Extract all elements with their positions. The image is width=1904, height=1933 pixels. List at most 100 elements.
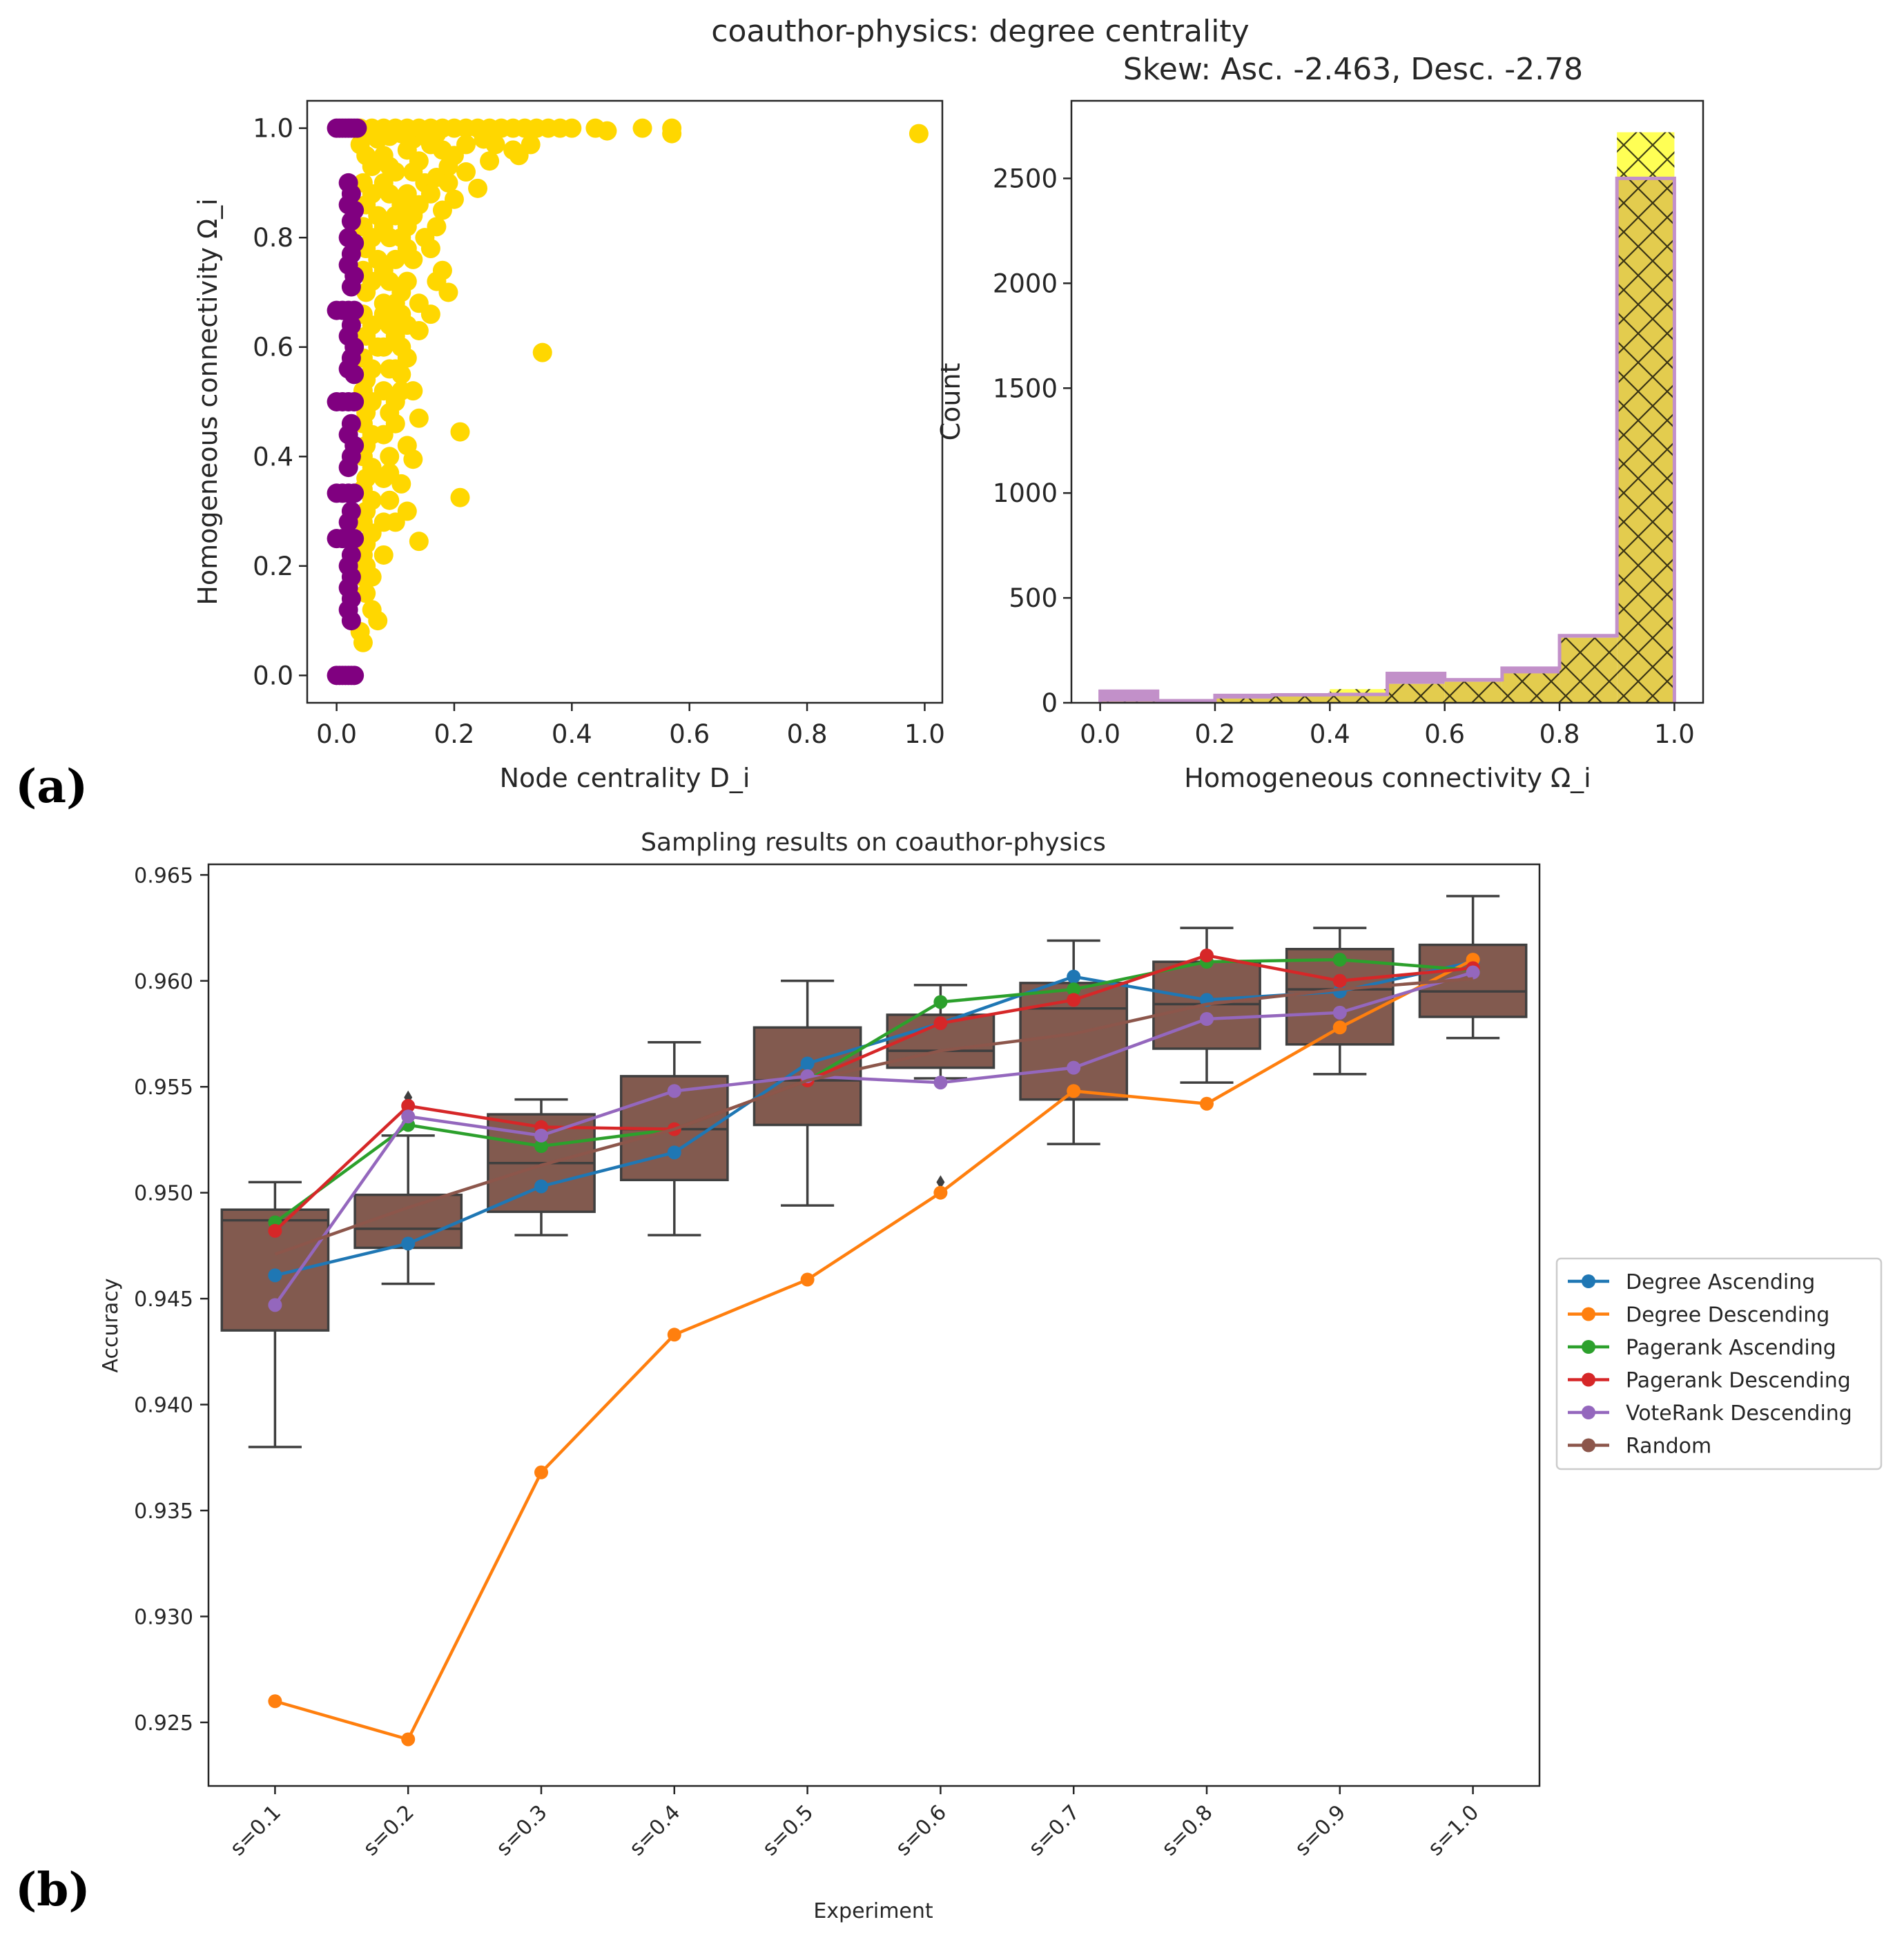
scatter-point xyxy=(338,512,358,532)
histogram-axes-frame xyxy=(1070,99,1704,704)
series-marker xyxy=(1067,1084,1081,1098)
boxline-ticks: 0.925 0.930 0.935 0.940 0.945 0.950 0.955 0.960… xyxy=(134,864,1484,1861)
scatter-point xyxy=(597,121,617,141)
scatter-point xyxy=(450,487,470,507)
series-marker xyxy=(401,1109,416,1124)
histogram-bar-excess xyxy=(1100,691,1158,702)
series-marker xyxy=(401,1098,416,1113)
histogram-bar-hatch xyxy=(1502,673,1560,703)
series-marker xyxy=(534,1179,548,1194)
scatter-xtick-label: 0.0 xyxy=(316,719,357,749)
legend: Degree Ascending Degree Descending Pageran… xyxy=(1555,1257,1883,1470)
series-marker xyxy=(667,1328,681,1342)
scatter-xlabel: Node centrality D_i xyxy=(500,763,750,793)
legend-marker xyxy=(1582,1406,1595,1419)
scatter-points xyxy=(327,118,929,686)
series-marker xyxy=(933,1185,948,1200)
scatter-point xyxy=(385,359,405,379)
histogram-bar-hatch xyxy=(1214,698,1273,703)
legend-label: Degree Descending xyxy=(1626,1303,1829,1328)
histogram-xtick-label: 0.2 xyxy=(1195,719,1236,749)
scatter-point xyxy=(409,408,429,428)
scatter-point xyxy=(450,422,470,442)
series-line xyxy=(274,977,1473,1256)
scatter-ticks: 0.0 0.2 0.4 0.6 0.8 1.0 0.0 0.2 0.4 0.6 0.8 1.0 xyxy=(253,114,945,749)
scatter-ytick-label: 0.4 xyxy=(253,442,293,472)
scatter-point xyxy=(403,449,423,469)
scatter-point xyxy=(468,178,488,198)
legend-label: Pagerank Descending xyxy=(1626,1369,1851,1393)
series-marker xyxy=(1332,1020,1347,1035)
histogram-ytick-label: 0 xyxy=(1041,688,1058,718)
boxline-ytick-label: 0.960 xyxy=(134,970,193,994)
scatter-point xyxy=(562,118,582,138)
series-marker xyxy=(1332,973,1347,988)
scatter-point xyxy=(344,483,365,503)
boxline-xtick-label: s=1.0 xyxy=(1424,1800,1484,1861)
series-line xyxy=(274,958,1474,1742)
scatter-xtick-label: 0.4 xyxy=(552,719,592,749)
series-marker xyxy=(667,1145,681,1160)
histogram-bar-hatch xyxy=(1387,683,1445,703)
histogram-bar-excess xyxy=(1502,668,1560,674)
histogram-bar-hatch xyxy=(1272,695,1330,703)
legend-label: Pagerank Ascending xyxy=(1626,1336,1836,1360)
boxline-series xyxy=(268,948,1480,1747)
legend-marker xyxy=(1582,1372,1595,1387)
scatter-point xyxy=(373,468,394,488)
histogram-xtick-label: 0.6 xyxy=(1424,719,1465,749)
series-marker xyxy=(1332,953,1347,967)
histogram-ytick-label: 2000 xyxy=(993,269,1058,298)
scatter-xtick-label: 0.6 xyxy=(669,719,710,749)
scatter-point xyxy=(532,342,552,362)
scatter-point xyxy=(341,211,361,231)
scatter-point xyxy=(341,277,361,297)
series-marker xyxy=(534,1139,548,1154)
legend-label: Random xyxy=(1626,1435,1711,1459)
scatter-point xyxy=(438,282,458,302)
scatter-point xyxy=(397,271,417,291)
boxline-ytick-label: 0.950 xyxy=(134,1182,193,1206)
scatter-point xyxy=(391,381,411,401)
boxline-ytick-label: 0.925 xyxy=(134,1711,193,1736)
figure-suptitle: coauthor-physics: degree centrality xyxy=(711,14,1249,49)
histogram-xlabel: Homogeneous connectivity Ω_i xyxy=(1184,763,1591,793)
histogram-ascending-outline xyxy=(1098,176,1676,703)
scatter-xtick-label: 0.2 xyxy=(434,719,475,749)
series-marker xyxy=(268,1223,282,1238)
series-marker xyxy=(1067,982,1081,997)
legend-marker xyxy=(1582,1340,1595,1354)
series-marker xyxy=(1332,1005,1347,1020)
scatter-point xyxy=(391,337,411,357)
series-marker xyxy=(1200,1096,1214,1111)
scatter-point xyxy=(391,228,411,248)
series-line xyxy=(273,971,1474,1306)
boxline-ytick-label: 0.930 xyxy=(134,1605,193,1629)
scatter-point xyxy=(344,666,365,686)
series-marker xyxy=(534,1128,548,1143)
boxline-ytick-label: 0.965 xyxy=(134,864,193,888)
scatter-point xyxy=(373,381,394,401)
scatter-point xyxy=(409,532,429,552)
series-marker xyxy=(1200,1012,1214,1027)
series-marker xyxy=(268,1268,282,1283)
scatter-point xyxy=(420,239,440,259)
scatter-point xyxy=(338,458,358,478)
histogram-ytick-label: 1500 xyxy=(993,373,1058,403)
histogram-ytick-label: 500 xyxy=(1009,583,1058,613)
scatter-ytick-label: 1.0 xyxy=(253,114,293,144)
histogram-ytick-label: 2500 xyxy=(993,164,1058,193)
series-line xyxy=(274,958,1473,1224)
scatter-point xyxy=(480,151,500,171)
scatter-point xyxy=(347,118,367,138)
histogram-xtick-label: 0.0 xyxy=(1080,719,1120,749)
series-marker xyxy=(800,1056,815,1071)
scatter-axes-frame xyxy=(306,99,944,704)
series-marker xyxy=(268,1694,282,1709)
boxline-xtick-label: s=0.2 xyxy=(359,1800,419,1861)
boxline-ytick-label: 0.945 xyxy=(134,1288,193,1312)
legend-marker xyxy=(1582,1307,1595,1321)
scatter-point xyxy=(485,135,505,155)
boxline-axes-frame xyxy=(207,863,1541,1787)
